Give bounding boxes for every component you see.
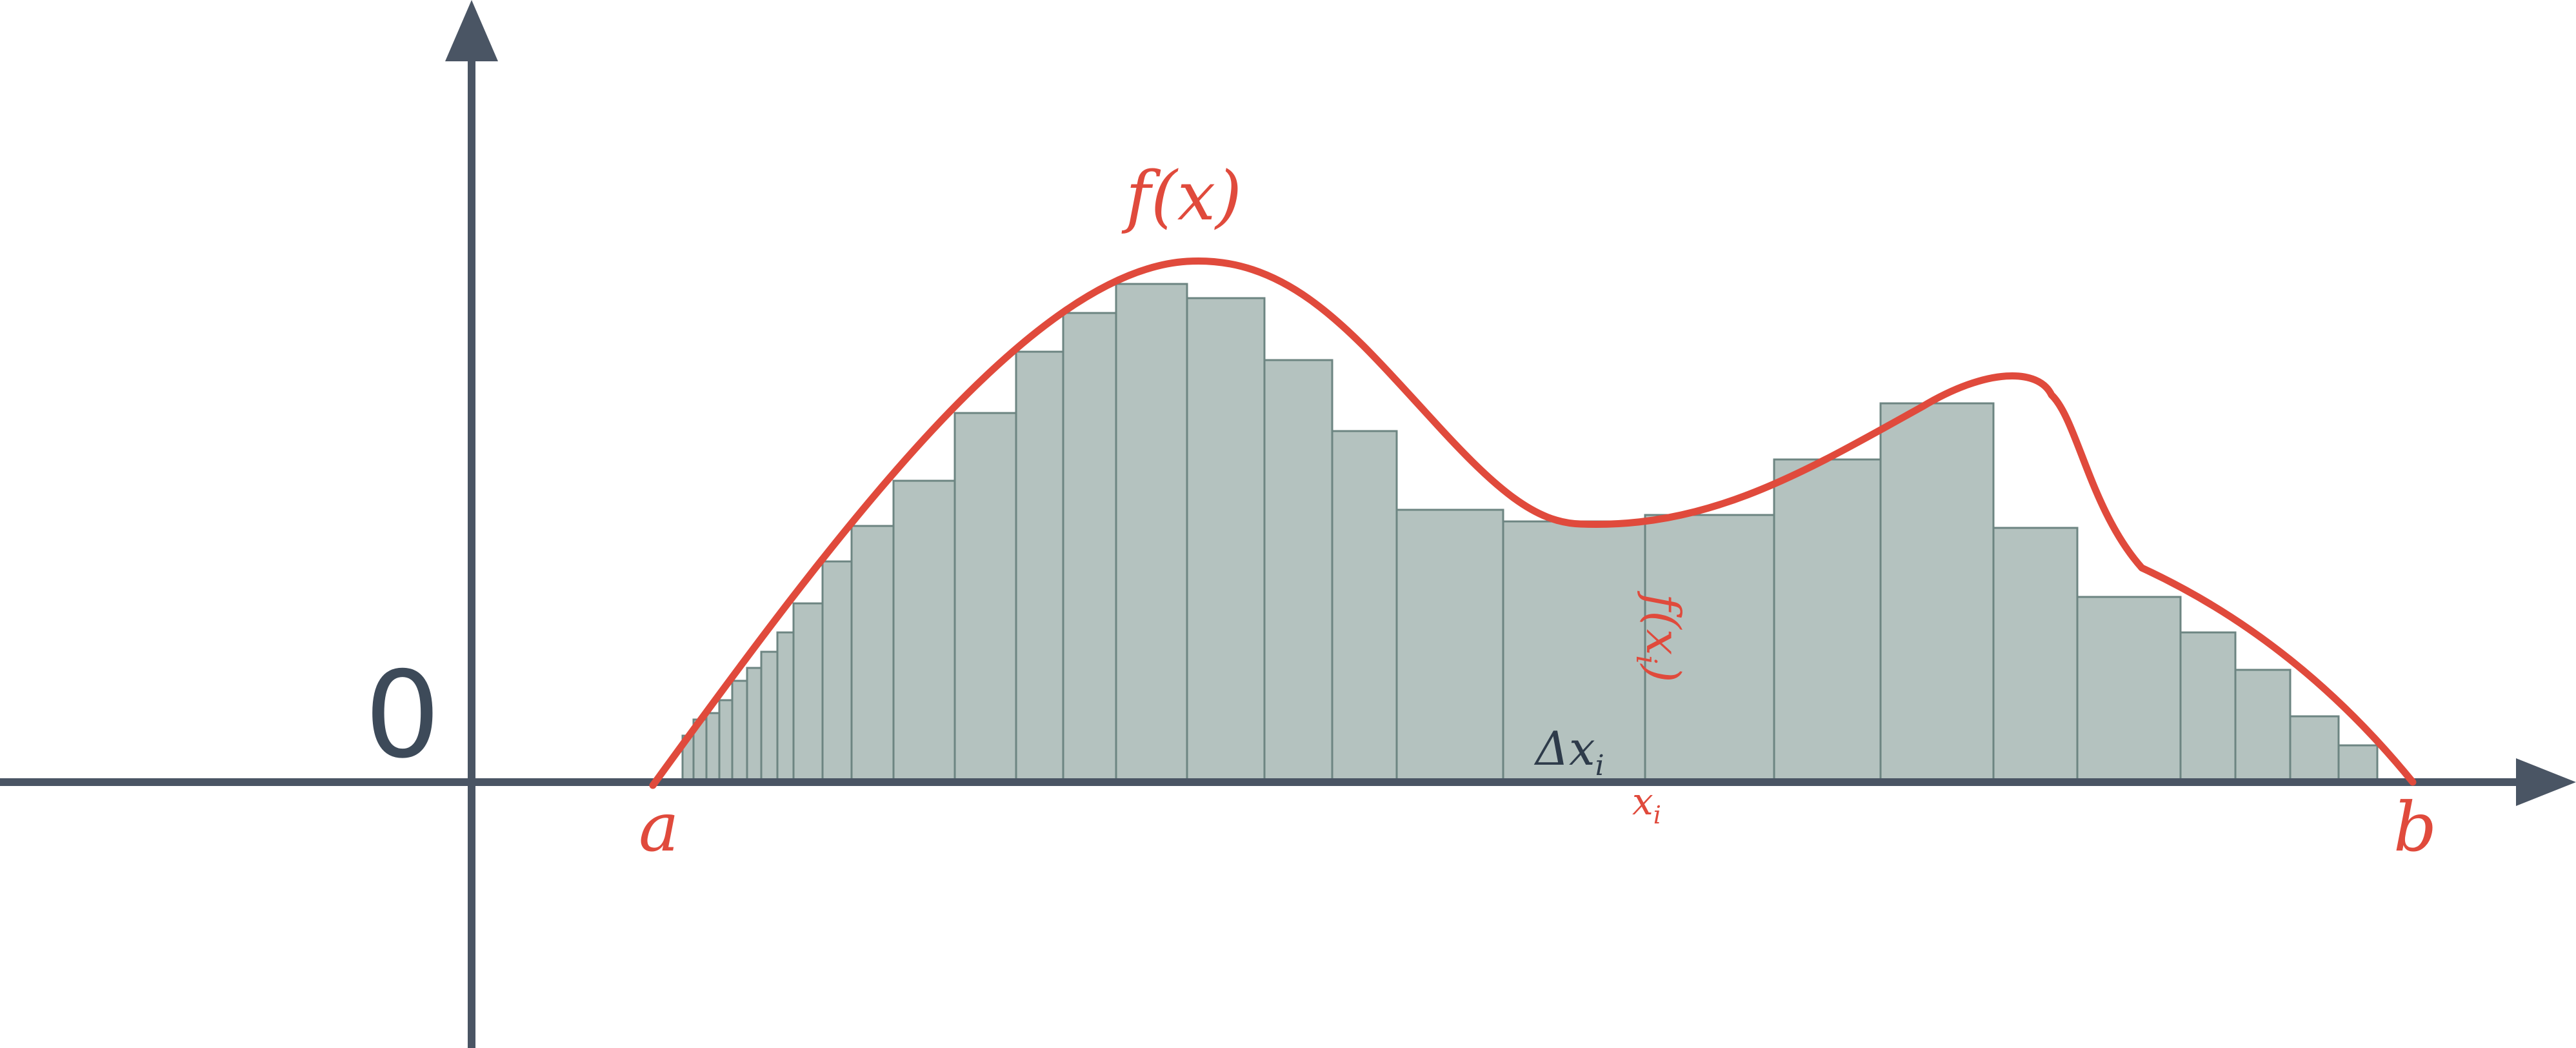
riemann-bar-30 <box>2337 744 2379 783</box>
riemann-bar-14 <box>1015 350 1064 783</box>
label-f-xi: f(xi) <box>1630 590 1690 683</box>
origin-label: 0 <box>364 645 441 785</box>
riemann-bar-17 <box>1186 297 1266 783</box>
riemann-bar-15 <box>1062 312 1117 783</box>
riemann-bar-25 <box>1992 527 2079 783</box>
riemann-bar-6 <box>746 667 763 783</box>
riemann-bar-10 <box>821 560 853 783</box>
riemann-bar-4 <box>718 699 734 783</box>
label-f-xi-close: ) <box>1636 663 1690 682</box>
label-delta-x: Δxi <box>1533 721 1604 782</box>
riemann-bar-9 <box>792 602 824 783</box>
riemann-bar-5 <box>731 680 748 783</box>
riemann-bar-23 <box>1773 458 1882 783</box>
label-delta-main: Δx <box>1533 721 1595 776</box>
label-a: a <box>639 788 679 867</box>
label-xi-main: x <box>1632 780 1653 823</box>
riemann-bar-7 <box>760 650 779 783</box>
riemann-bar-11 <box>850 525 895 783</box>
label-delta-subscript: i <box>1595 749 1604 782</box>
label-f-xi-main: f(x <box>1636 590 1690 655</box>
riemann-bar-3 <box>705 712 721 783</box>
riemann-bar-19 <box>1331 430 1398 783</box>
y-axis-arrowhead <box>445 0 498 61</box>
riemann-bars <box>681 283 2379 783</box>
label-f-xi-subscript: i <box>1630 655 1662 664</box>
riemann-bar-12 <box>892 479 956 783</box>
riemann-bar-13 <box>954 412 1017 783</box>
x-axis-arrowhead <box>2516 758 2576 806</box>
label-b: b <box>2393 788 2437 867</box>
label-curve: f(x) <box>1121 157 1242 236</box>
riemann-bar-27 <box>2179 631 2237 783</box>
riemann-bar-18 <box>1263 359 1333 783</box>
riemann-bar-26 <box>2076 596 2182 783</box>
riemann-bar-16 <box>1115 283 1188 783</box>
label-xi-subscript: i <box>1653 801 1661 829</box>
riemann-bar-8 <box>776 631 795 783</box>
function-curve <box>649 257 2417 789</box>
riemann-bar-20 <box>1395 509 1504 783</box>
riemann-bar-29 <box>2289 715 2340 783</box>
riemann-bar-28 <box>2234 669 2291 783</box>
riemann-bar-24 <box>1879 402 1995 783</box>
label-xi: xi <box>1632 780 1661 829</box>
